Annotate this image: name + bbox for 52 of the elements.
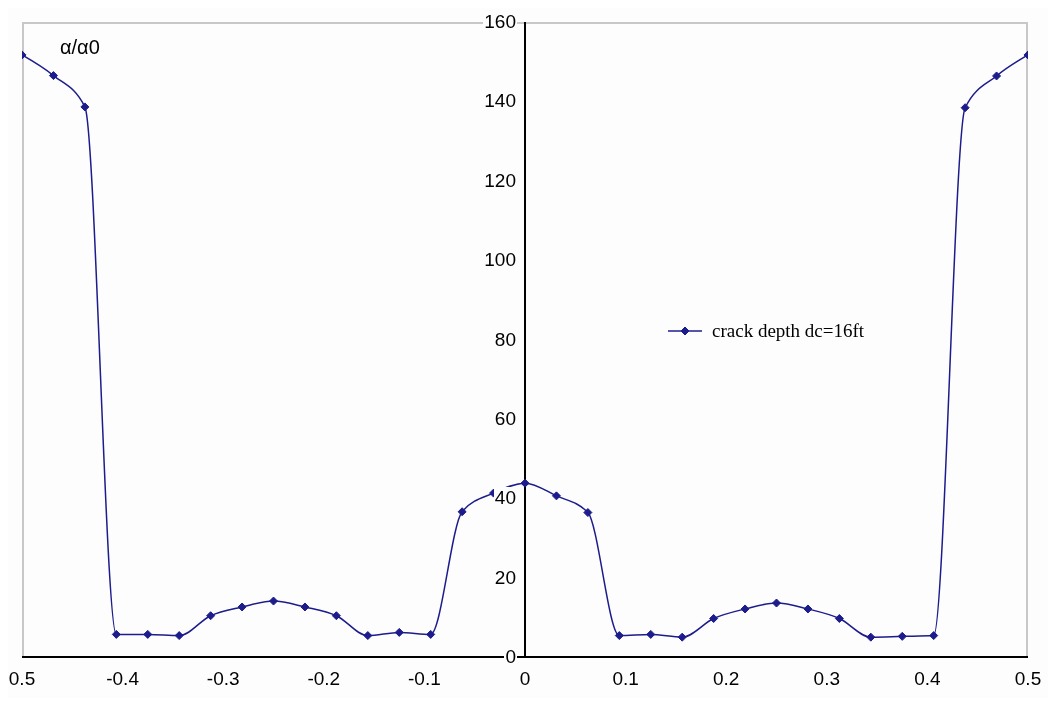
point	[866, 632, 876, 642]
x-tick-label: 0.4	[914, 668, 942, 689]
point	[677, 632, 687, 642]
x-tick-label: 0.1	[612, 668, 639, 689]
x-tick-label: -0.2	[307, 668, 341, 689]
x-tick-label: -0.4	[106, 668, 140, 689]
point	[143, 629, 153, 639]
point	[331, 611, 341, 621]
point	[269, 596, 279, 606]
point	[237, 602, 247, 612]
y-tick-label: 20	[493, 566, 517, 589]
x-tick-label: 0	[519, 668, 531, 689]
point	[520, 478, 530, 488]
y-tick-label: 80	[493, 328, 517, 351]
point	[206, 611, 216, 621]
point	[740, 604, 750, 614]
point	[646, 629, 656, 639]
point	[929, 631, 939, 641]
y-tick-label: 100	[483, 249, 517, 272]
x-tick-label: 0.5	[1014, 668, 1042, 689]
point	[960, 103, 970, 113]
point	[992, 71, 1002, 81]
point	[394, 627, 404, 637]
point	[174, 631, 184, 641]
point	[897, 631, 907, 641]
point	[614, 631, 624, 641]
x-tick-label: 0.2	[712, 668, 740, 689]
x-tick-label: -0.1	[408, 668, 441, 689]
x-tick-label: 0.3	[813, 668, 841, 689]
y-tick-label: 140	[483, 90, 517, 113]
point	[48, 71, 58, 81]
y-tick-label: 60	[493, 407, 517, 430]
point	[709, 614, 719, 623]
point	[551, 491, 561, 501]
point	[457, 507, 467, 517]
point	[300, 602, 310, 612]
y-tick-label: 120	[483, 169, 517, 192]
legend-label: crack depth dc=16ft	[712, 320, 865, 342]
point	[426, 629, 436, 639]
x-tick-label: 0.5	[8, 668, 36, 689]
point	[772, 598, 781, 608]
y-tick-label: 40	[493, 487, 517, 510]
point	[583, 508, 593, 518]
point	[80, 102, 90, 112]
point	[363, 631, 373, 641]
point	[803, 604, 813, 614]
y-axis-title: α/α0	[60, 36, 100, 59]
point	[111, 629, 121, 639]
x-tick-label: -0.3	[206, 668, 240, 689]
point	[834, 614, 844, 623]
y-tick-label: 0	[504, 646, 517, 668]
y-tick-label: 160	[483, 11, 517, 33]
